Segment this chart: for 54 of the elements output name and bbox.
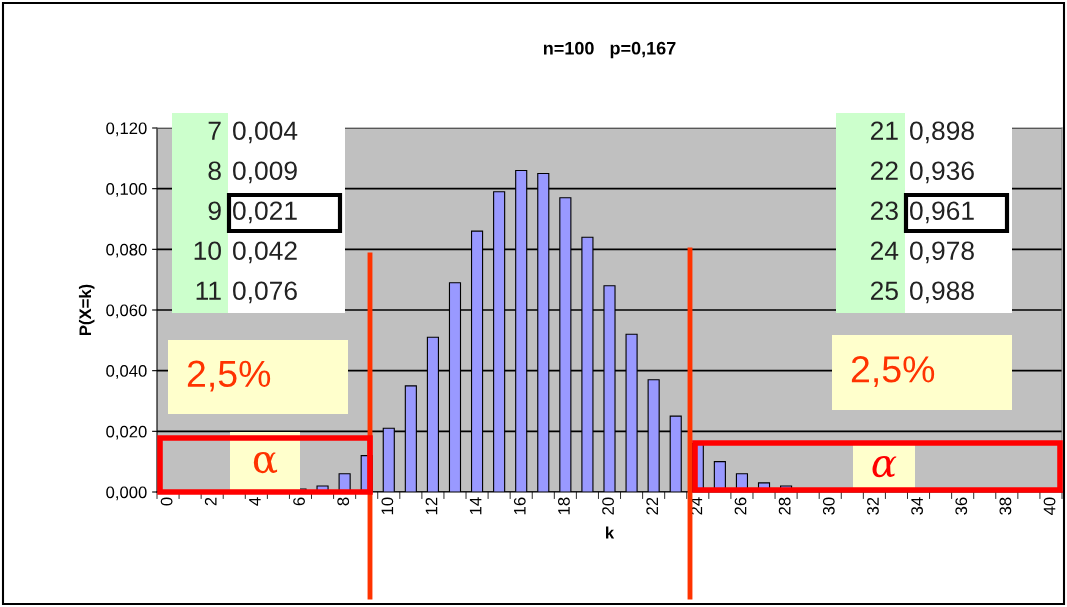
annotation: 23 [870, 201, 898, 221]
x-tick-label: 16 [513, 497, 526, 515]
annotation: 10 [194, 241, 221, 261]
x-tick-label: 30 [822, 497, 835, 515]
x-tick-label: 0 [160, 497, 173, 506]
annotation: 0,961 [910, 201, 974, 224]
annotation: 11 [196, 281, 221, 300]
annotation: 0,978 [910, 241, 974, 264]
x-tick-label: 38 [999, 497, 1012, 515]
annotation: 0,009 [233, 161, 297, 184]
annotation: 0,042 [233, 241, 297, 264]
annotation: 24 [870, 241, 899, 260]
x-tick-label: 14 [469, 497, 482, 515]
annotation: 0,898 [910, 121, 974, 144]
annotation: 2,5% [187, 360, 271, 392]
x-tick-label: 10 [381, 497, 394, 515]
x-axis-title: k [606, 526, 615, 539]
annotation: 0,021 [233, 201, 297, 224]
x-tick-label: 18 [558, 497, 570, 515]
annotation: 2,5% [851, 356, 935, 387]
chart-title: n=100 p=0,167 [543, 41, 676, 59]
y-tick-label: 0,020 [106, 425, 147, 440]
x-tick-label: 26 [734, 497, 747, 515]
annotation: 9 [208, 201, 221, 221]
x-tick-label: 6 [293, 497, 305, 506]
annotation: 25 [870, 281, 898, 301]
annotation: 0,936 [910, 161, 974, 184]
x-tick-label: 4 [249, 497, 261, 506]
x-tick-label: 40 [1043, 497, 1056, 516]
x-tick-label: 2 [204, 497, 217, 506]
y-tick-label: 0,000 [106, 486, 147, 501]
x-tick-label: 8 [337, 497, 350, 506]
annotation: α [872, 456, 897, 478]
x-tick-label: 28 [778, 497, 791, 515]
annotation: 8 [208, 161, 221, 181]
y-tick-label: 0,060 [106, 304, 147, 319]
y-axis-title: P(X=k) [78, 284, 95, 336]
annotation: 21 [870, 121, 898, 140]
y-tick-label: 0,100 [106, 183, 147, 197]
annotation: 0,004 [233, 121, 298, 144]
annotation: 7 [208, 121, 221, 140]
x-tick-label: 22 [646, 497, 658, 515]
y-tick-label: 0,040 [106, 365, 147, 379]
x-tick-label: 34 [911, 497, 923, 515]
x-tick-label: 12 [425, 497, 438, 515]
x-tick-label: 32 [867, 497, 879, 515]
annotation: 22 [870, 161, 898, 180]
x-tick-label: 36 [955, 497, 968, 515]
y-tick-label: 0,120 [106, 122, 147, 137]
annotation: α [253, 452, 278, 474]
x-tick-label: 20 [602, 497, 614, 515]
y-tick-label: 0,080 [106, 243, 147, 258]
annotation: 0,076 [233, 281, 297, 304]
annotation: 0,988 [910, 281, 974, 304]
